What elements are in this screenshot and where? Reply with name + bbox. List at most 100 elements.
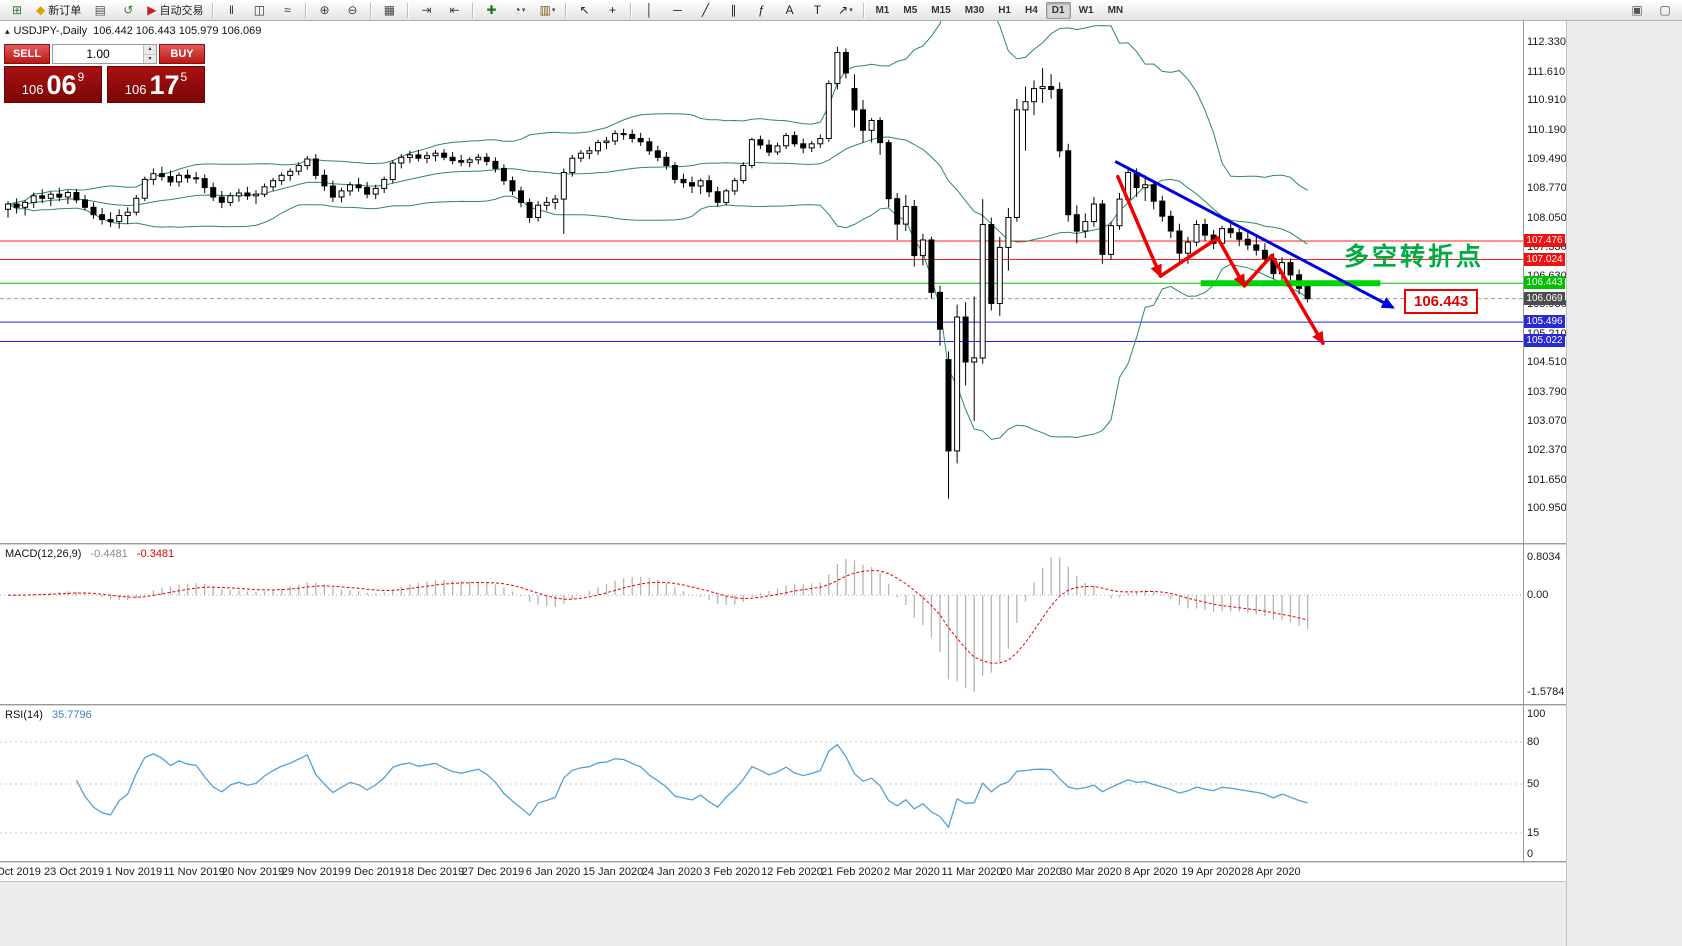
- timeframe-h4-button[interactable]: H4: [1024, 4, 1038, 16]
- candles-icon: ◫: [253, 3, 266, 17]
- autotrading-button-label: 自动交易: [159, 5, 204, 17]
- date-axis-label: 20 Mar 2020: [1000, 866, 1062, 878]
- candlesticks: [5, 46, 1311, 499]
- profile-button[interactable]: ▤: [87, 1, 113, 20]
- date-axis-label: 30 Mar 2020: [1060, 866, 1122, 878]
- price-axis-label: 103.790: [1527, 386, 1567, 398]
- new-chart-icon: ⊞: [11, 3, 23, 17]
- workspace-background: [1566, 21, 1682, 946]
- text-button[interactable]: A: [776, 1, 802, 20]
- rsi-panel-chart[interactable]: [0, 706, 1523, 861]
- templates-button[interactable]: ▥ ▾: [534, 1, 560, 20]
- tile-windows-button[interactable]: ▦: [376, 1, 402, 20]
- panel-separator[interactable]: [0, 861, 1566, 863]
- timeframe-m1-button[interactable]: M1: [875, 4, 890, 16]
- new-order-button[interactable]: ◆ 新订单: [32, 1, 85, 20]
- refresh-button[interactable]: ↺: [115, 1, 141, 20]
- panel-separator[interactable]: [0, 543, 1566, 545]
- macd-signal-value: -0.3481: [136, 548, 175, 560]
- toolbar-separator: [305, 2, 307, 18]
- cursor-icon: ↖: [579, 3, 590, 17]
- sell-price-pane[interactable]: 106 06 9: [4, 66, 102, 103]
- date-axis-label: 28 Apr 2020: [1241, 866, 1301, 878]
- chart-ohlc-values: 106.442 106.443 105.979 106.069: [93, 25, 262, 37]
- timeframe-h1-button[interactable]: H1: [998, 4, 1011, 16]
- fibonacci-button[interactable]: ƒ: [748, 1, 774, 20]
- arrows-button[interactable]: ↗ ▾: [832, 1, 858, 20]
- bar-chart-button[interactable]: ‖: [218, 1, 244, 20]
- main-price-chart[interactable]: [0, 21, 1523, 543]
- horizontal-line-button[interactable]: ─: [664, 1, 690, 20]
- panel-separator[interactable]: [0, 704, 1566, 706]
- crosshair-button[interactable]: +: [599, 1, 625, 20]
- new-order-icon: ◆: [36, 3, 46, 17]
- text-label-icon: T: [813, 3, 822, 17]
- text-icon: A: [785, 3, 794, 17]
- zoom-in-icon: ⊕: [319, 3, 330, 17]
- macd-value: -0.4481: [90, 548, 128, 560]
- window-restore-button[interactable]: ▣: [1624, 1, 1650, 20]
- timeframe-d1-button[interactable]: D1: [1045, 1, 1071, 19]
- arrows-icon: ↗: [838, 3, 849, 17]
- sell-price-sup: 9: [77, 70, 85, 84]
- autotrading-button[interactable]: ▶ 自动交易: [143, 1, 207, 20]
- tile-windows-icon: ▦: [383, 3, 396, 17]
- trendline-button[interactable]: ╱: [692, 1, 718, 20]
- buy-button[interactable]: BUY: [159, 44, 205, 64]
- chart-shift-button[interactable]: ⇤: [441, 1, 467, 20]
- timeframe-m15-button[interactable]: M15: [931, 4, 951, 16]
- macd-panel-chart[interactable]: [0, 545, 1523, 704]
- price-axis-label: 103.070: [1527, 415, 1567, 427]
- chevron-down-icon: ▾: [551, 7, 556, 14]
- timeframe-m30-button[interactable]: M30: [964, 4, 985, 16]
- zigzag-arrows-drawing[interactable]: [1116, 174, 1325, 345]
- toolbar-separator: [565, 2, 567, 18]
- price-axis-label: 102.370: [1527, 444, 1567, 456]
- timeframe-mn-button[interactable]: MN: [1107, 4, 1124, 16]
- zoom-in-button[interactable]: ⊕: [311, 1, 337, 20]
- timeframe-m5-button[interactable]: M5: [903, 4, 918, 16]
- indicators-button[interactable]: ✚: [478, 1, 504, 20]
- new-chart-button[interactable]: ⊞: [4, 1, 30, 20]
- workspace-background-bottom: [0, 881, 1566, 946]
- toolbar-separator: [472, 2, 474, 18]
- rsi-name: RSI(14): [5, 709, 43, 721]
- date-axis-label: 2 Mar 2020: [884, 866, 940, 878]
- volume-down-icon[interactable]: ▾: [144, 54, 156, 63]
- vertical-line-button[interactable]: │: [636, 1, 662, 20]
- window-restore-icon: ▣: [1631, 3, 1643, 17]
- trendline-drawing[interactable]: [1114, 160, 1395, 309]
- price-tag: 106.443: [1524, 276, 1565, 289]
- date-axis-label: 8 Apr 2020: [1124, 866, 1178, 878]
- date-axis-label: 18 Dec 2019: [401, 866, 465, 878]
- price-axis-label: 104.510: [1527, 356, 1567, 368]
- cursor-button[interactable]: ↖: [571, 1, 597, 20]
- price-axis-label: 108.770: [1527, 182, 1567, 194]
- window-new-button[interactable]: ▢: [1652, 1, 1678, 20]
- channel-button[interactable]: ∥: [720, 1, 746, 20]
- fibonacci-icon: ƒ: [758, 3, 765, 17]
- line-chart-button[interactable]: ≈: [274, 1, 300, 20]
- zoom-out-button[interactable]: ⊖: [339, 1, 365, 20]
- date-axis-label: 15 Jan 2020: [582, 866, 644, 878]
- chart-window[interactable]: ▴ USDJPY-,Daily 106.442 106.443 105.979 10…: [0, 21, 1567, 881]
- date-axis-label: 4 Oct 2019: [0, 866, 41, 878]
- sell-button[interactable]: SELL: [4, 44, 50, 64]
- rsi-axis-label: 100: [1527, 708, 1546, 720]
- text-label-button[interactable]: T: [804, 1, 830, 20]
- price-axis-label: 112.330: [1527, 36, 1566, 48]
- volume-field[interactable]: 1.00 ▴ ▾: [52, 44, 157, 64]
- timeframe-w1-button[interactable]: W1: [1078, 4, 1094, 16]
- auto-scroll-button[interactable]: ⇥: [413, 1, 439, 20]
- profile-icon: ▤: [94, 3, 106, 17]
- date-axis-label: 6 Jan 2020: [525, 866, 581, 878]
- buy-price-pane[interactable]: 106 17 5: [107, 66, 205, 103]
- periods-button[interactable]: ◔ ▾: [506, 1, 532, 20]
- volume-value[interactable]: 1.00: [86, 47, 110, 61]
- chart-title: ▴ USDJPY-,Daily 106.442 106.443 105.979 10…: [5, 25, 261, 37]
- candlestick-button[interactable]: ◫: [246, 1, 272, 20]
- toolbar-separator: [370, 2, 372, 18]
- volume-stepper: ▴ ▾: [143, 45, 156, 63]
- volume-up-icon[interactable]: ▴: [144, 45, 156, 55]
